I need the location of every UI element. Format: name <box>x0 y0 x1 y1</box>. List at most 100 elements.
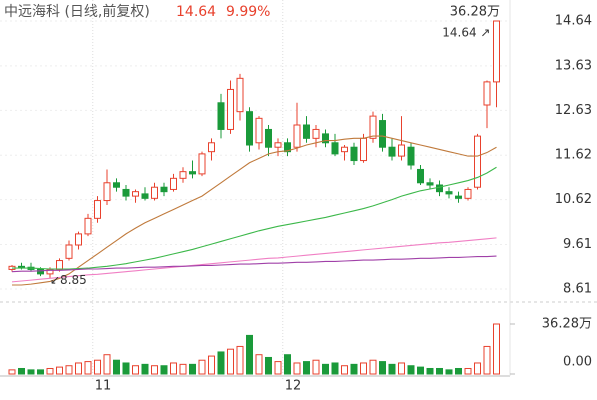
candle-body <box>350 146 358 162</box>
volume-bar <box>350 363 358 375</box>
volume-bar <box>493 323 500 375</box>
y-tick-label: 8.61 <box>563 282 592 297</box>
candle-body <box>56 260 63 270</box>
candle-body <box>493 20 500 83</box>
candle-body <box>170 177 177 190</box>
volume-bar <box>445 369 453 375</box>
candle-body <box>436 184 443 193</box>
volume-bar <box>265 356 272 375</box>
ma-line <box>12 135 497 286</box>
volume-bar <box>303 361 310 375</box>
y-tick-label: 11.62 <box>555 148 592 163</box>
volume-bar <box>113 359 120 375</box>
volume-bar <box>227 348 234 375</box>
volume-bar <box>341 365 348 375</box>
candle-body <box>75 233 82 246</box>
price: 14.64 <box>176 4 216 20</box>
ma-line <box>11 237 497 283</box>
volume-bar <box>217 351 225 375</box>
volume-bar <box>27 369 35 375</box>
volume-bar <box>103 354 111 375</box>
candle-body <box>160 186 168 193</box>
volume-bar <box>322 363 329 375</box>
volume-bar <box>284 354 291 375</box>
volume-bar <box>369 359 377 375</box>
volume-bar <box>246 334 253 375</box>
x-tick-label: 11 <box>95 379 112 394</box>
volume-bar <box>75 362 82 375</box>
volume-bar <box>388 363 396 375</box>
candle-body <box>208 142 215 153</box>
volume-bar <box>65 365 73 375</box>
ma-line <box>11 255 497 273</box>
candle-body <box>341 146 348 153</box>
candle-body <box>236 77 244 113</box>
volume-bar <box>331 362 339 375</box>
volume-bar <box>255 354 263 375</box>
volume-bar <box>236 345 244 375</box>
volume-bar <box>132 365 139 375</box>
v-tick-label: 0.00 <box>563 355 592 370</box>
volume-bar <box>189 363 196 375</box>
low-label: ↙8.85 <box>50 273 87 287</box>
volume-bar <box>160 365 168 375</box>
candle-body <box>265 128 272 148</box>
candle-body <box>445 191 453 195</box>
volume-bar <box>407 365 415 375</box>
volume-bar <box>46 367 54 375</box>
candle-body <box>94 200 101 219</box>
volume-bar <box>474 362 481 375</box>
candle-body <box>293 124 301 148</box>
candle-body <box>426 182 434 186</box>
volume-bar <box>312 359 320 375</box>
volume-bar <box>84 361 92 375</box>
candle-body <box>274 142 282 148</box>
volume-bar <box>198 359 206 375</box>
candle-body <box>179 171 187 179</box>
candle-body <box>217 102 225 130</box>
candle-body <box>474 135 481 188</box>
candle-body <box>312 128 320 139</box>
candle-body <box>455 195 462 199</box>
candle-body <box>103 182 111 202</box>
candle-body <box>227 88 234 130</box>
candle-body <box>132 191 139 197</box>
volume-bar <box>179 363 187 375</box>
volume-bar <box>436 367 443 375</box>
candle-body <box>113 182 120 188</box>
volume-bar <box>141 363 149 375</box>
x-tick-label: 12 <box>285 379 302 394</box>
candle-body <box>360 137 367 162</box>
volume-bar <box>8 369 16 375</box>
candle-body <box>379 120 386 148</box>
volume-bar <box>274 361 282 375</box>
ma-line <box>12 166 497 270</box>
volume-bar <box>122 362 130 375</box>
volume-bar <box>170 362 177 375</box>
v-tick-label: 36.28万 <box>542 317 592 332</box>
candle-body <box>37 268 44 275</box>
volume-bar <box>483 345 491 375</box>
candle-body <box>151 186 158 199</box>
candle-body <box>246 111 253 146</box>
volume-bar <box>293 362 301 375</box>
volume-bar <box>37 369 44 375</box>
candle-body <box>331 142 339 155</box>
candle-body <box>189 171 196 175</box>
volume-bar <box>56 366 63 375</box>
volume-bar <box>360 362 367 375</box>
volume-bar <box>151 365 158 375</box>
candle-body <box>388 146 396 157</box>
volume-bar <box>208 355 215 375</box>
candle-body <box>417 168 424 184</box>
candle-body <box>84 217 92 235</box>
candle-body <box>303 124 310 139</box>
volume-bar <box>379 361 386 375</box>
y-tick-label: 14.64 <box>555 14 592 29</box>
y-tick-label: 13.63 <box>555 58 592 73</box>
volume-bar <box>18 367 25 375</box>
candle-body <box>407 146 415 166</box>
candle-body <box>284 142 291 153</box>
high-label: 14.64 ↗ <box>442 26 490 40</box>
volume-bar <box>94 359 101 375</box>
